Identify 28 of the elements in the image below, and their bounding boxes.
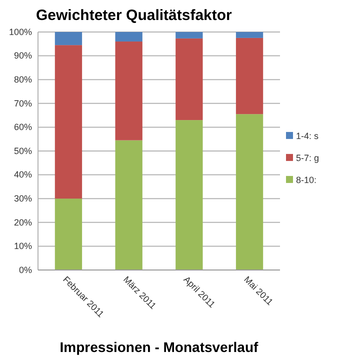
bar: [236, 38, 264, 114]
bar: [54, 45, 82, 199]
y-tick-label: 80%: [14, 74, 32, 84]
y-tick-label: 50%: [14, 146, 32, 156]
legend-label: 8-10:: [296, 174, 317, 185]
text: Impressionen - Monatsverlauf: [60, 339, 259, 355]
y-tick-label: 40%: [14, 170, 32, 180]
bar: [115, 32, 142, 42]
bar: [54, 198, 82, 270]
legend-label: 5-7: g: [296, 152, 320, 163]
y-tick-label: 70%: [14, 98, 32, 108]
y-tick-label: 90%: [14, 50, 32, 61]
y-tick-label: 20%: [14, 217, 32, 228]
y-tick-label: 0%: [18, 264, 32, 275]
legend-label: 1-4: s: [296, 130, 320, 141]
bar: [115, 42, 142, 140]
bar: [54, 32, 82, 46]
y-tick-label: 30%: [14, 193, 32, 204]
bar: [115, 140, 142, 270]
bar: [236, 114, 264, 270]
y-tick-label: 60%: [14, 122, 32, 132]
bar: [176, 32, 203, 38]
bar: [176, 38, 203, 120]
chart-title: Gewichteter Qualitätsfaktor: [36, 7, 232, 24]
y-tick-label: 100%: [8, 26, 32, 37]
bar: [176, 120, 203, 270]
bar: [236, 32, 264, 38]
y-tick-label: 10%: [14, 241, 32, 252]
